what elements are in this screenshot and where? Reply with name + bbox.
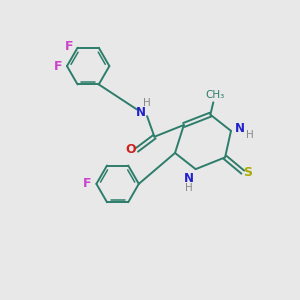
Text: N: N <box>235 122 245 135</box>
Text: N: N <box>184 172 194 185</box>
Text: CH₃: CH₃ <box>205 90 224 100</box>
Text: H: H <box>143 98 151 109</box>
Text: F: F <box>83 177 92 190</box>
Text: H: H <box>246 130 254 140</box>
Text: F: F <box>54 60 62 73</box>
Text: F: F <box>65 40 74 53</box>
Text: S: S <box>244 166 253 178</box>
Text: O: O <box>125 143 136 157</box>
Text: H: H <box>185 183 193 193</box>
Text: N: N <box>136 106 146 119</box>
